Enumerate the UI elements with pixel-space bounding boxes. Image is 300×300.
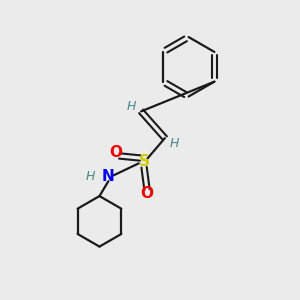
Text: H: H (86, 170, 95, 183)
Text: N: N (102, 169, 115, 184)
Text: H: H (170, 137, 179, 150)
Text: S: S (139, 154, 150, 169)
Text: H: H (127, 100, 136, 112)
Text: O: O (109, 146, 122, 160)
Text: O: O (140, 186, 154, 201)
